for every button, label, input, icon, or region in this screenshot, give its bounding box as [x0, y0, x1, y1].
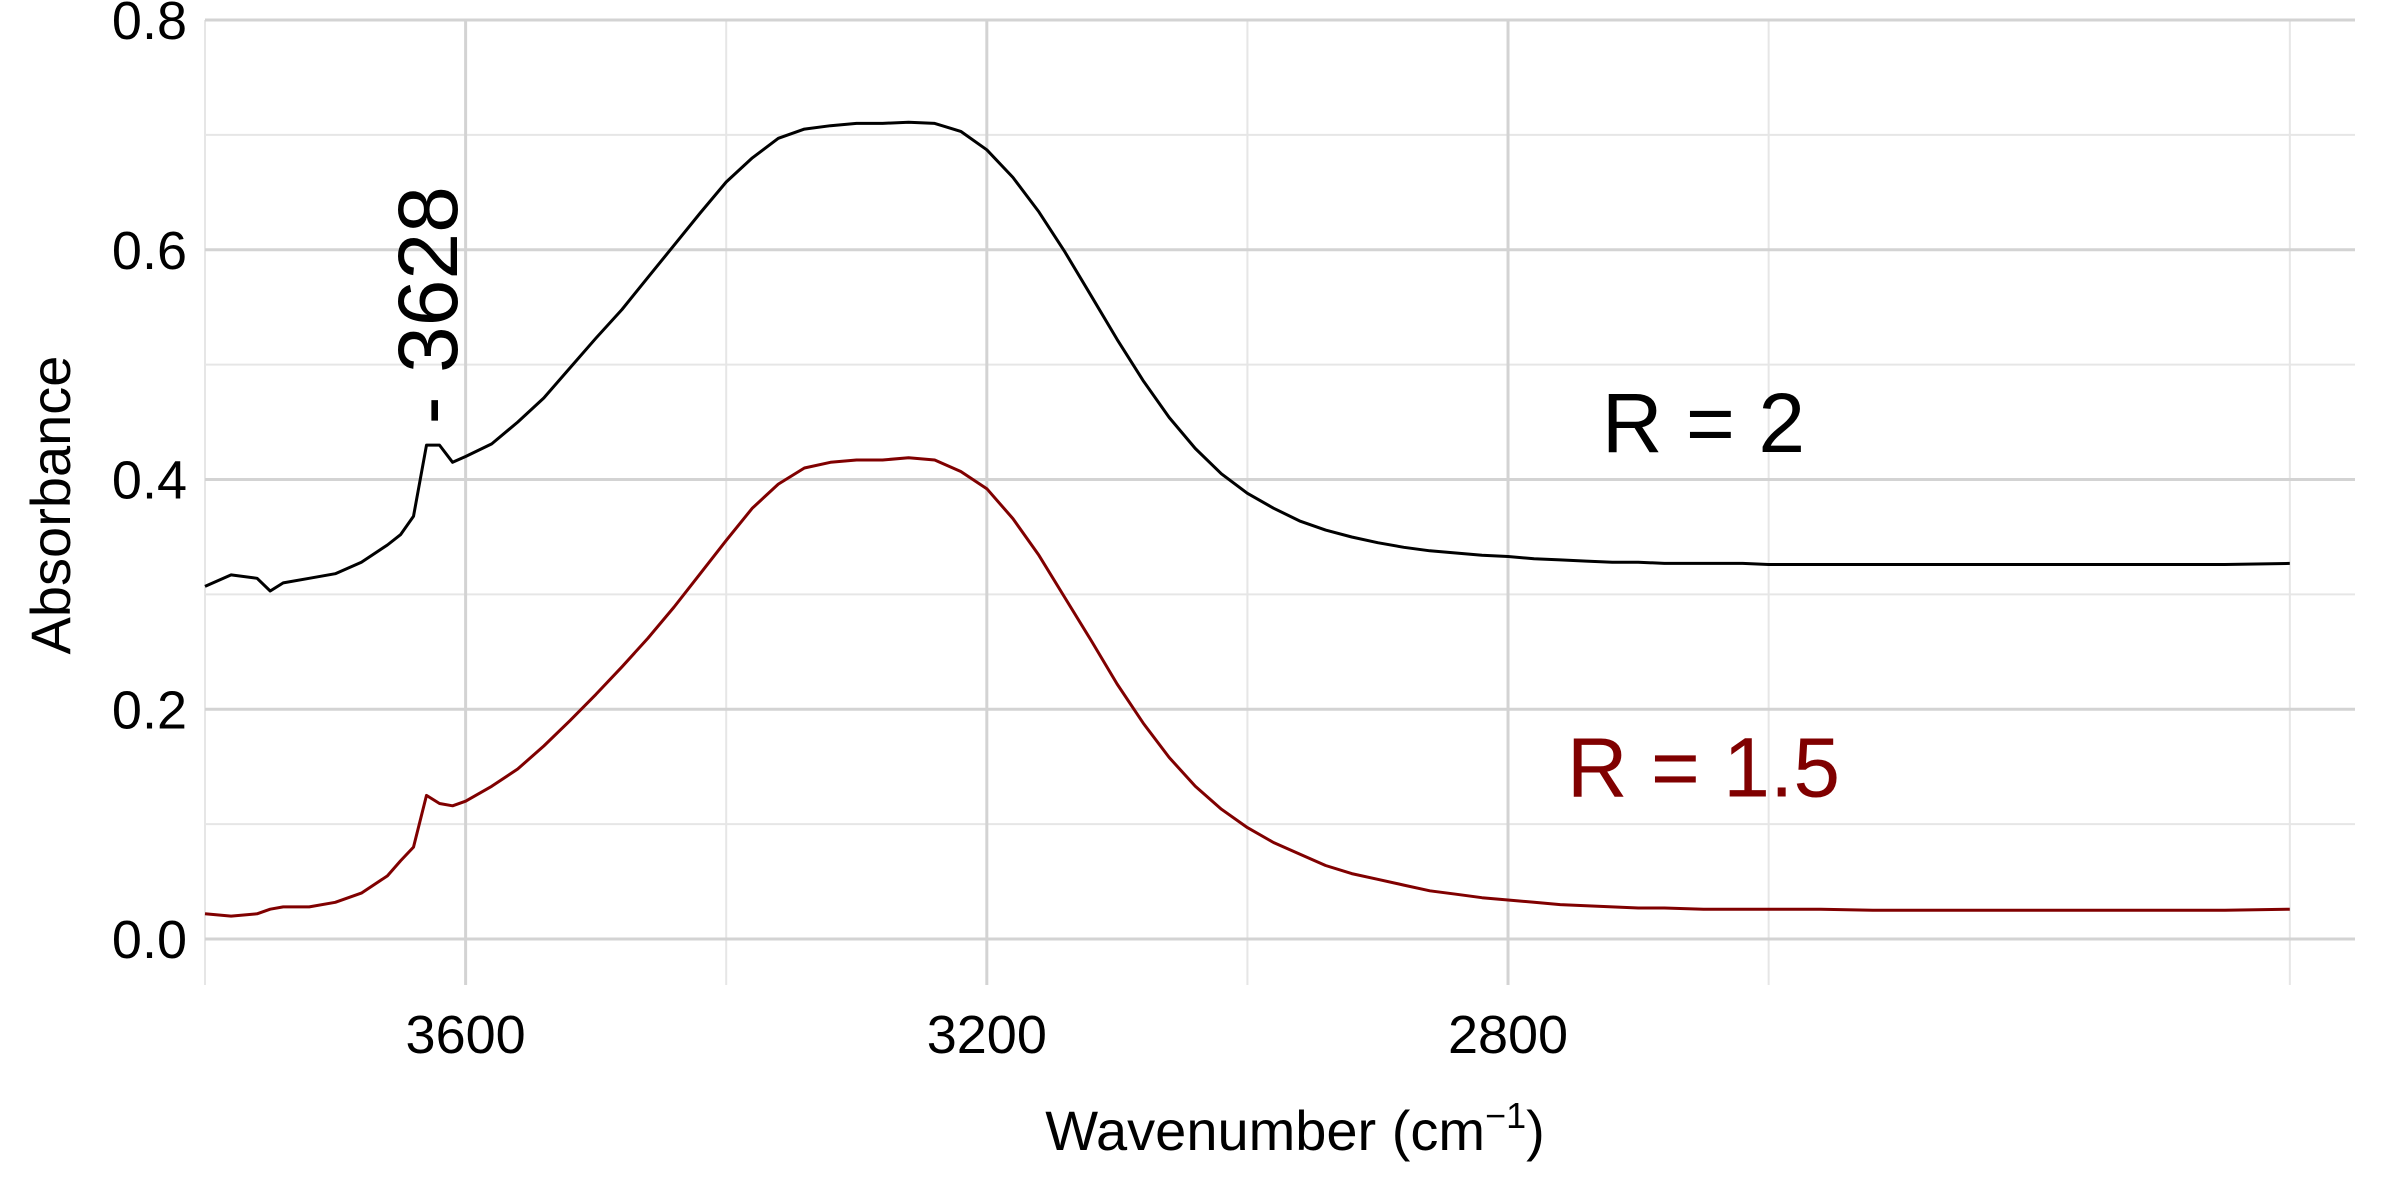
- y-axis-title: Absorbance: [19, 356, 82, 655]
- x-tick-label: 3200: [927, 1005, 1047, 1065]
- series-label-annotation: R = 1.5: [1567, 721, 1840, 815]
- series-line-1: [204, 120, 2290, 593]
- peak-annotation: - 3628: [381, 186, 475, 424]
- x-tick-label: 3600: [406, 1005, 526, 1065]
- y-tick-label: 0.8: [112, 0, 187, 51]
- y-tick-label: 0.6: [112, 221, 187, 281]
- x-tick-label: 2800: [1448, 1005, 1568, 1065]
- series-label-annotation: R = 2: [1602, 376, 1805, 470]
- y-tick-label: 0.4: [112, 451, 187, 511]
- series-line-2: [204, 456, 2290, 918]
- x-axis-title-superscript: −1: [1485, 1095, 1526, 1136]
- y-tick-label: 0.2: [112, 680, 187, 740]
- tick-labels: 3600 3200 2800 0.0 0.2 0.4 0.6 0.8: [112, 0, 1568, 1065]
- y-tick-label: 0.0: [112, 910, 187, 970]
- series-layer: [204, 120, 2290, 918]
- annotations: - 3628 R = 2 R = 1.5: [381, 186, 1840, 815]
- x-axis-title: Wavenumber (cm−1): [1045, 1095, 1545, 1162]
- x-axis-title-close: ): [1526, 1099, 1545, 1162]
- major-gridlines: [205, 18, 2355, 985]
- x-axis-title-text: Wavenumber (cm: [1045, 1099, 1485, 1162]
